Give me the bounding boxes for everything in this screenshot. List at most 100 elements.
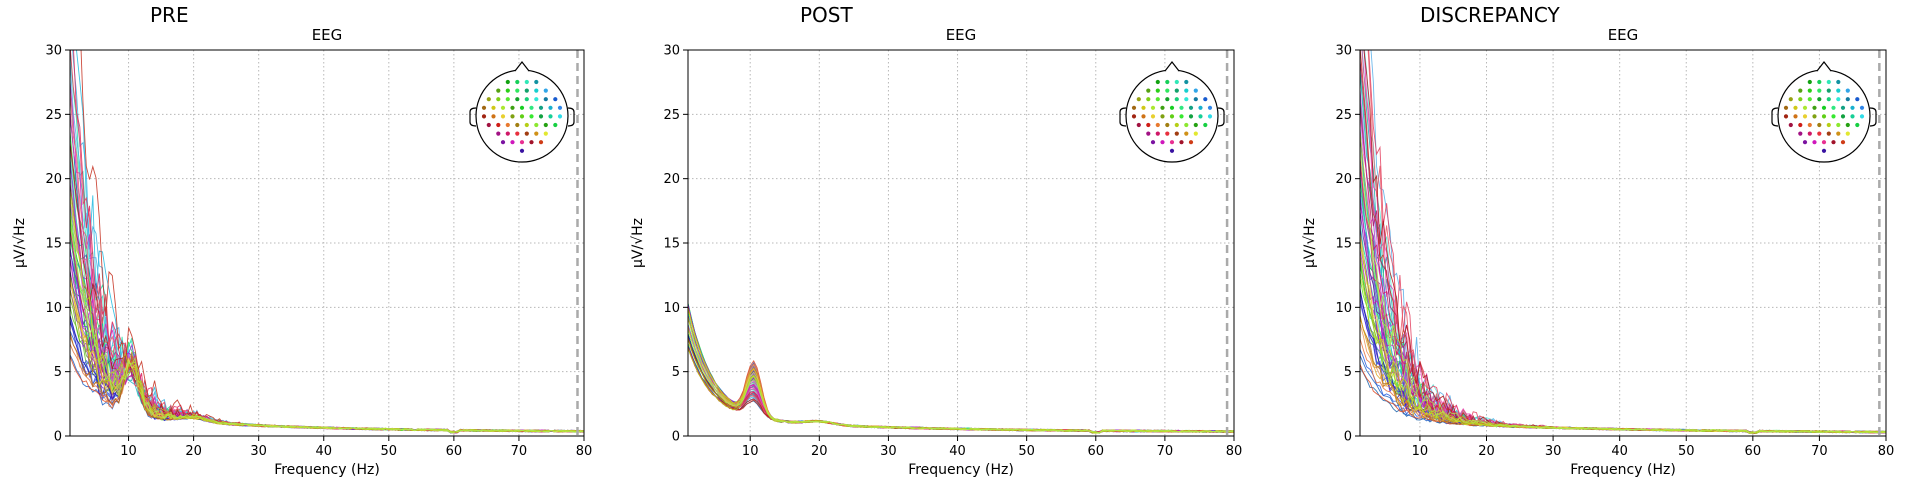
channel-line-17 [1360,127,1886,434]
x-tick-label: 60 [446,444,463,459]
panel-title: POST [800,3,853,27]
sensor-dot-2-37 [1798,122,1803,128]
x-tick-label: 30 [250,444,267,459]
x-axis-label: Frequency (Hz) [274,462,380,478]
sensor-dot-1-46 [1165,131,1170,136]
axes-title: EEG [946,26,977,44]
sensor-dot-0-1 [515,79,520,85]
sensor-dot-1-22 [1169,105,1175,110]
channel-line-22 [70,330,584,433]
spectra-lines [1360,50,1886,434]
sensor-dot-1-18 [1131,105,1137,110]
sensor-dot-0-35 [557,114,563,119]
x-tick-label: 80 [576,444,593,459]
sensor-dot-2-19 [1793,105,1798,110]
channel-line-36 [688,346,1234,433]
sensor-dot-1-10 [1136,97,1141,102]
sensor-topomap-inset [469,61,575,163]
nose [514,61,530,72]
sensor-dot-2-47 [1826,131,1831,136]
sensor-dot-1-55 [1169,148,1175,153]
channel-line-42 [1360,156,1886,434]
sensor-dot-0-7 [524,88,529,93]
sensor-dot-2-30 [1812,114,1817,119]
channel-line-41 [688,347,1234,433]
sensor-dot-1-47 [1174,131,1179,136]
panel-2: DISCREPANCY EEG 10 20 30 40 50 60 70 80 0 5 10 15 20 25… [1302,3,1894,478]
channel-line-45 [1363,50,1886,434]
sensor-dot-1-44 [1146,131,1151,136]
sensor-dot-0-55 [519,148,525,153]
sensor-dot-0-30 [510,114,515,119]
x-tick-label: 50 [1018,444,1035,459]
channel-line-58 [1360,131,1886,434]
channel-line-59 [688,329,1234,434]
sensor-dot-1-34 [1198,114,1203,119]
sensor-dot-2-32 [1831,114,1836,119]
sensor-dot-1-24 [1188,105,1194,110]
right-ear [1217,107,1225,127]
channel-line-17 [688,303,1234,433]
sensor-dot-2-27 [1783,114,1789,119]
sensor-dot-1-43 [1203,122,1208,128]
y-tick-label: 25 [45,108,62,123]
sensor-dot-0-44 [496,131,501,136]
sensor-dot-1-39 [1165,122,1170,128]
sensor-dot-2-53 [1831,140,1836,145]
sensor-dot-1-1 [1165,79,1170,85]
sensor-dot-1-16 [1193,97,1198,102]
sensor-dot-1-25 [1198,105,1203,110]
sensor-dot-2-23 [1831,105,1836,110]
nose [1816,61,1832,72]
y-tick-label: 0 [54,430,62,445]
panel-title: DISCREPANCY [1420,3,1561,27]
sensor-dot-2-3 [1836,79,1841,85]
spectra-lines [70,50,584,434]
sensor-dot-1-45 [1155,131,1160,136]
sensor-dot-0-39 [515,122,520,128]
sensor-dot-0-36 [486,122,491,128]
x-tick-label: 70 [511,444,528,459]
sensor-dot-1-19 [1141,105,1146,110]
sensor-dot-1-37 [1146,122,1151,128]
sensor-dot-0-16 [543,97,548,102]
sensor-dot-1-49 [1193,131,1198,136]
sensor-dot-1-11 [1146,97,1151,102]
sensor-dot-1-52 [1169,140,1175,145]
sensor-dot-0-8 [534,88,539,93]
nose [1164,61,1180,72]
sensor-dot-2-39 [1817,122,1822,128]
sensor-dot-1-21 [1160,105,1165,110]
y-tick-label: 0 [672,430,680,445]
channel-line-11 [688,345,1234,434]
sensor-dot-2-38 [1807,122,1812,128]
y-tick-label: 15 [45,237,62,252]
sensor-dot-0-24 [538,105,544,110]
sensor-dot-0-20 [500,105,506,110]
sensor-dot-2-22 [1821,105,1827,110]
y-tick-label: 15 [663,237,680,252]
sensor-dot-0-14 [524,97,529,102]
y-tick-label: 30 [663,44,680,59]
sensor-dot-2-49 [1845,131,1850,136]
sensor-dot-1-53 [1179,140,1184,145]
x-tick-label: 10 [1412,444,1429,459]
sensor-dot-2-7 [1826,88,1831,93]
sensor-dot-2-40 [1826,122,1831,128]
channel-line-14 [70,116,584,434]
sensor-topomap-inset [1771,61,1877,163]
sensor-dot-2-12 [1807,97,1812,102]
sensor-dot-2-20 [1802,105,1808,110]
panel-1: POST EEG 10 20 30 40 50 60 70 80 0 5 10 15 20 25 30 Frequ… [630,3,1242,478]
channel-line-7 [70,130,584,433]
channel-line-6 [688,345,1234,434]
channel-line-19 [1370,50,1886,434]
sensor-dot-0-21 [510,105,515,110]
sensor-dot-1-15 [1184,97,1189,102]
left-ear [1119,107,1127,127]
x-tick-label: 40 [1611,444,1628,459]
channel-line-11 [1360,134,1886,434]
x-tick-label: 10 [742,444,759,459]
sensor-dot-1-20 [1150,105,1156,110]
